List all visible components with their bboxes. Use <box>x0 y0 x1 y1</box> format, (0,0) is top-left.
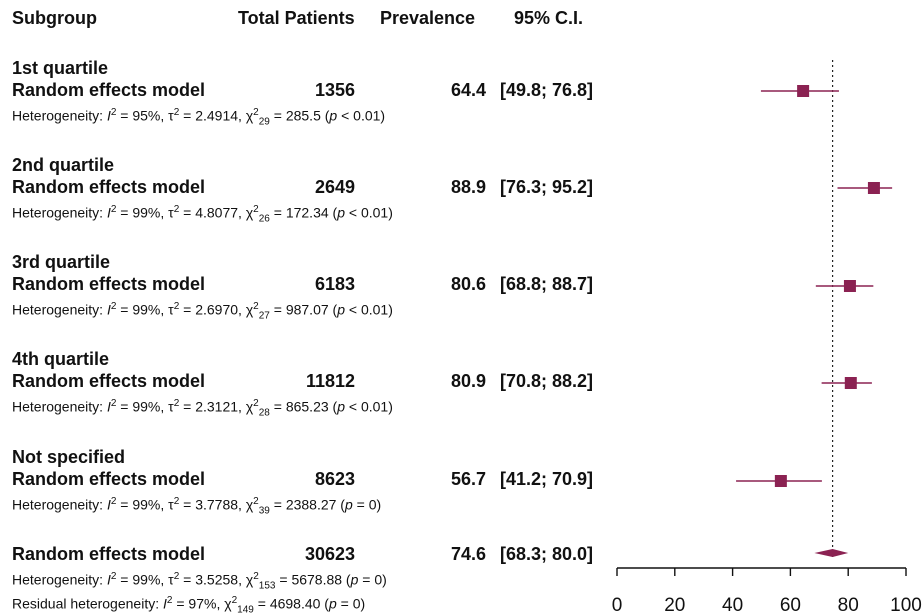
ci-value: [49.8; 76.8] <box>500 80 594 100</box>
overall-patients-value: 30623 <box>304 544 355 564</box>
header-ci: 95% C.I. <box>514 8 584 28</box>
prevalence-value: 64.4 <box>450 80 486 100</box>
ci-value: [70.8; 88.2] <box>500 371 594 391</box>
ci-value: [68.8; 88.7] <box>500 274 594 294</box>
model-label: Random effects model <box>12 177 206 197</box>
heterogeneity-text: Heterogeneity: I2 = 99%, τ2 = 2.3121, χ2… <box>12 398 393 419</box>
heterogeneity-text: Heterogeneity: I2 = 99%, τ2 = 3.7788, χ2… <box>12 496 382 517</box>
patients-value: 8623 <box>314 469 355 489</box>
subgroup-label: Not specified <box>12 447 126 467</box>
header-total-patients: Total Patients <box>238 8 355 28</box>
subgroup-label: 1st quartile <box>12 58 109 78</box>
header-prevalence: Prevalence <box>380 8 476 28</box>
prevalence-value: 56.7 <box>450 469 486 489</box>
x-tick-label: 40 <box>722 595 743 616</box>
header-subgroup: Subgroup <box>12 8 97 28</box>
estimate-marker <box>844 377 857 389</box>
residual-heterogeneity-text: Residual heterogeneity: I2 = 97%, χ2149 … <box>12 595 366 616</box>
overall-model-label: Random effects model <box>12 544 206 564</box>
subgroup-label: 2nd quartile <box>12 155 115 175</box>
ci-value: [76.3; 95.2] <box>500 177 594 197</box>
overall-heterogeneity-text: Heterogeneity: I2 = 99%, τ2 = 3.5258, χ2… <box>12 571 387 592</box>
estimate-marker <box>843 280 856 292</box>
overall-diamond <box>814 549 849 557</box>
estimate-marker <box>797 85 810 97</box>
x-tick-label: 80 <box>838 595 859 616</box>
subgroup-label: 3rd quartile <box>12 252 111 272</box>
overall-prevalence-value: 74.6 <box>450 544 486 564</box>
ci-value: [41.2; 70.9] <box>500 469 594 489</box>
patients-value: 2649 <box>314 177 355 197</box>
overall-ci-value: [68.3; 80.0] <box>500 544 594 564</box>
patients-value: 6183 <box>314 274 355 294</box>
model-label: Random effects model <box>12 469 206 489</box>
subgroup-label: 4th quartile <box>12 349 110 369</box>
patients-value: 11812 <box>305 371 355 391</box>
model-label: Random effects model <box>12 274 206 294</box>
heterogeneity-text: Heterogeneity: I2 = 99%, τ2 = 2.6970, χ2… <box>12 301 393 322</box>
x-tick-label: 60 <box>780 595 801 616</box>
x-tick-label: 100 <box>890 595 922 616</box>
model-label: Random effects model <box>12 80 206 100</box>
heterogeneity-text: Heterogeneity: I2 = 95%, τ2 = 2.4914, χ2… <box>12 107 386 128</box>
x-tick-label: 0 <box>612 595 623 616</box>
prevalence-value: 80.6 <box>450 274 486 294</box>
heterogeneity-text: Heterogeneity: I2 = 99%, τ2 = 4.8077, χ2… <box>12 204 393 225</box>
estimate-marker <box>867 182 880 194</box>
patients-value: 1356 <box>314 80 355 100</box>
prevalence-value: 80.9 <box>450 371 486 391</box>
estimate-marker <box>774 475 787 487</box>
model-label: Random effects model <box>12 371 206 391</box>
x-tick-label: 20 <box>664 595 685 616</box>
prevalence-value: 88.9 <box>450 177 486 197</box>
